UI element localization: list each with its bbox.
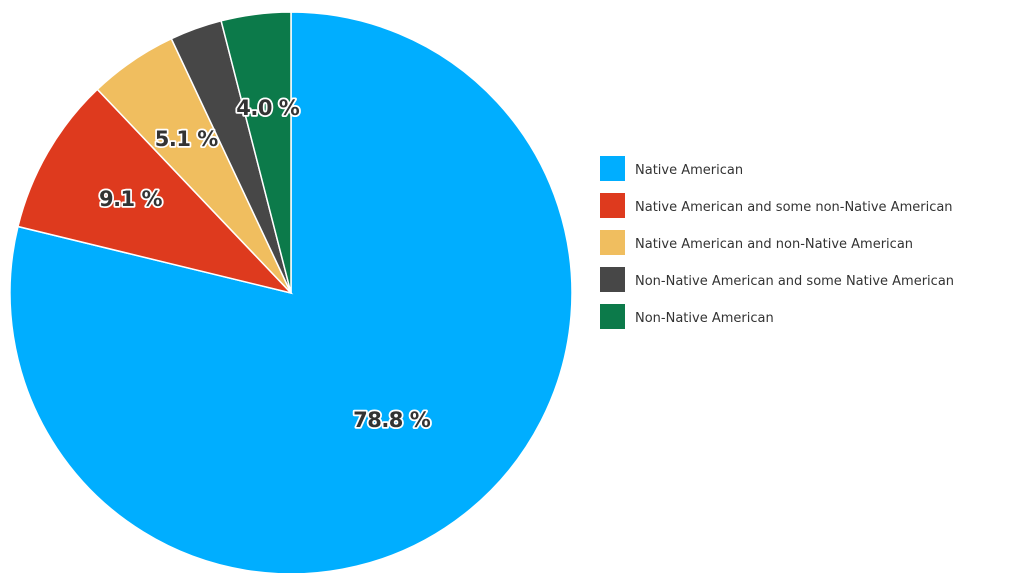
legend-label: Non-Native American and some Native Amer… <box>635 274 955 289</box>
legend-item[interactable]: Native American and non-Native American <box>600 230 1027 255</box>
data-label: 78.8 % <box>353 408 431 432</box>
data-label: 4.0 % <box>236 96 300 120</box>
legend-swatch <box>600 267 625 292</box>
legend-swatch <box>600 230 625 255</box>
pie-slice[interactable] <box>220 11 292 294</box>
legend-item[interactable]: Native American <box>600 156 1027 181</box>
legend-swatch <box>600 193 625 218</box>
data-label: 9.1 % <box>99 187 163 211</box>
legend-swatch <box>600 156 625 181</box>
legend-item[interactable]: Non-Native American and some Native Amer… <box>600 267 1027 292</box>
legend-swatch <box>600 304 625 329</box>
legend-label: Native American and some non-Native Amer… <box>635 200 953 215</box>
legend-label: Native American <box>635 163 744 178</box>
legend-label: Non-Native American <box>635 311 774 326</box>
pie-slice[interactable] <box>9 11 573 573</box>
chart-legend: Native American Native American and some … <box>600 156 1027 341</box>
legend-label: Native American and non-Native American <box>635 237 914 252</box>
legend-item[interactable]: Non-Native American <box>600 304 1027 329</box>
legend-item[interactable]: Native American and some non-Native Amer… <box>600 193 1027 218</box>
data-label: 5.1 % <box>155 127 219 151</box>
pie-slice[interactable] <box>17 88 294 295</box>
